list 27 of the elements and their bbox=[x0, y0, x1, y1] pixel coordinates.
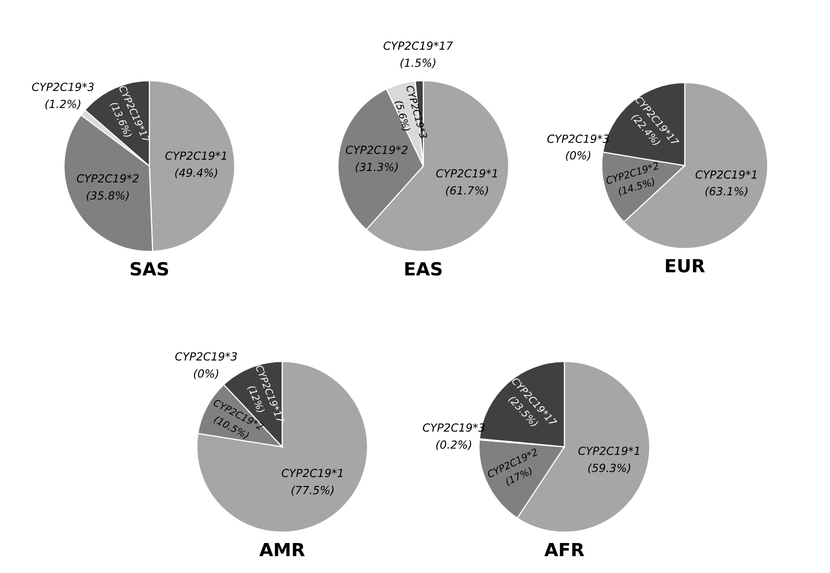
text: AFR bbox=[544, 542, 584, 556]
data-label: (61.7%) bbox=[446, 186, 488, 196]
slice-label: CYP2C19*1 bbox=[282, 468, 342, 478]
text: SAS bbox=[130, 262, 168, 276]
slice-label: CYP2C19*1 bbox=[436, 169, 497, 178]
category-label: CYP2C19*3 bbox=[175, 352, 237, 361]
slice-label: CYP2C19*1 bbox=[696, 170, 756, 179]
slice-label: CYP2C19*1 bbox=[578, 446, 640, 456]
text: EAS bbox=[405, 262, 442, 276]
data-label: (0.2%) bbox=[436, 440, 472, 450]
slice-label: CYP2C19*3 bbox=[32, 82, 94, 92]
slice-label: CYP2C19*1 bbox=[165, 151, 226, 160]
data-label: (49.4%) bbox=[175, 168, 218, 178]
text: (0%) bbox=[566, 150, 590, 161]
data-label: (63.1%) bbox=[705, 186, 748, 197]
text: AMR bbox=[259, 542, 305, 556]
data-label: (1.2%) bbox=[45, 100, 80, 110]
text: EUR bbox=[666, 259, 705, 273]
slice-label: CYP2C19*2 bbox=[346, 146, 408, 154]
slice-label: CYP2C19*17 bbox=[384, 41, 453, 50]
text: (0%) bbox=[194, 369, 218, 379]
data-label: (77.5%) bbox=[292, 486, 334, 496]
data-label: (35.8%) bbox=[86, 191, 129, 201]
data-label: (1.5%) bbox=[400, 58, 436, 68]
data-label: (31.3%) bbox=[356, 162, 398, 172]
slice-label: CYP2C19*2 bbox=[76, 174, 139, 183]
data-label: (59.3%) bbox=[588, 464, 630, 474]
